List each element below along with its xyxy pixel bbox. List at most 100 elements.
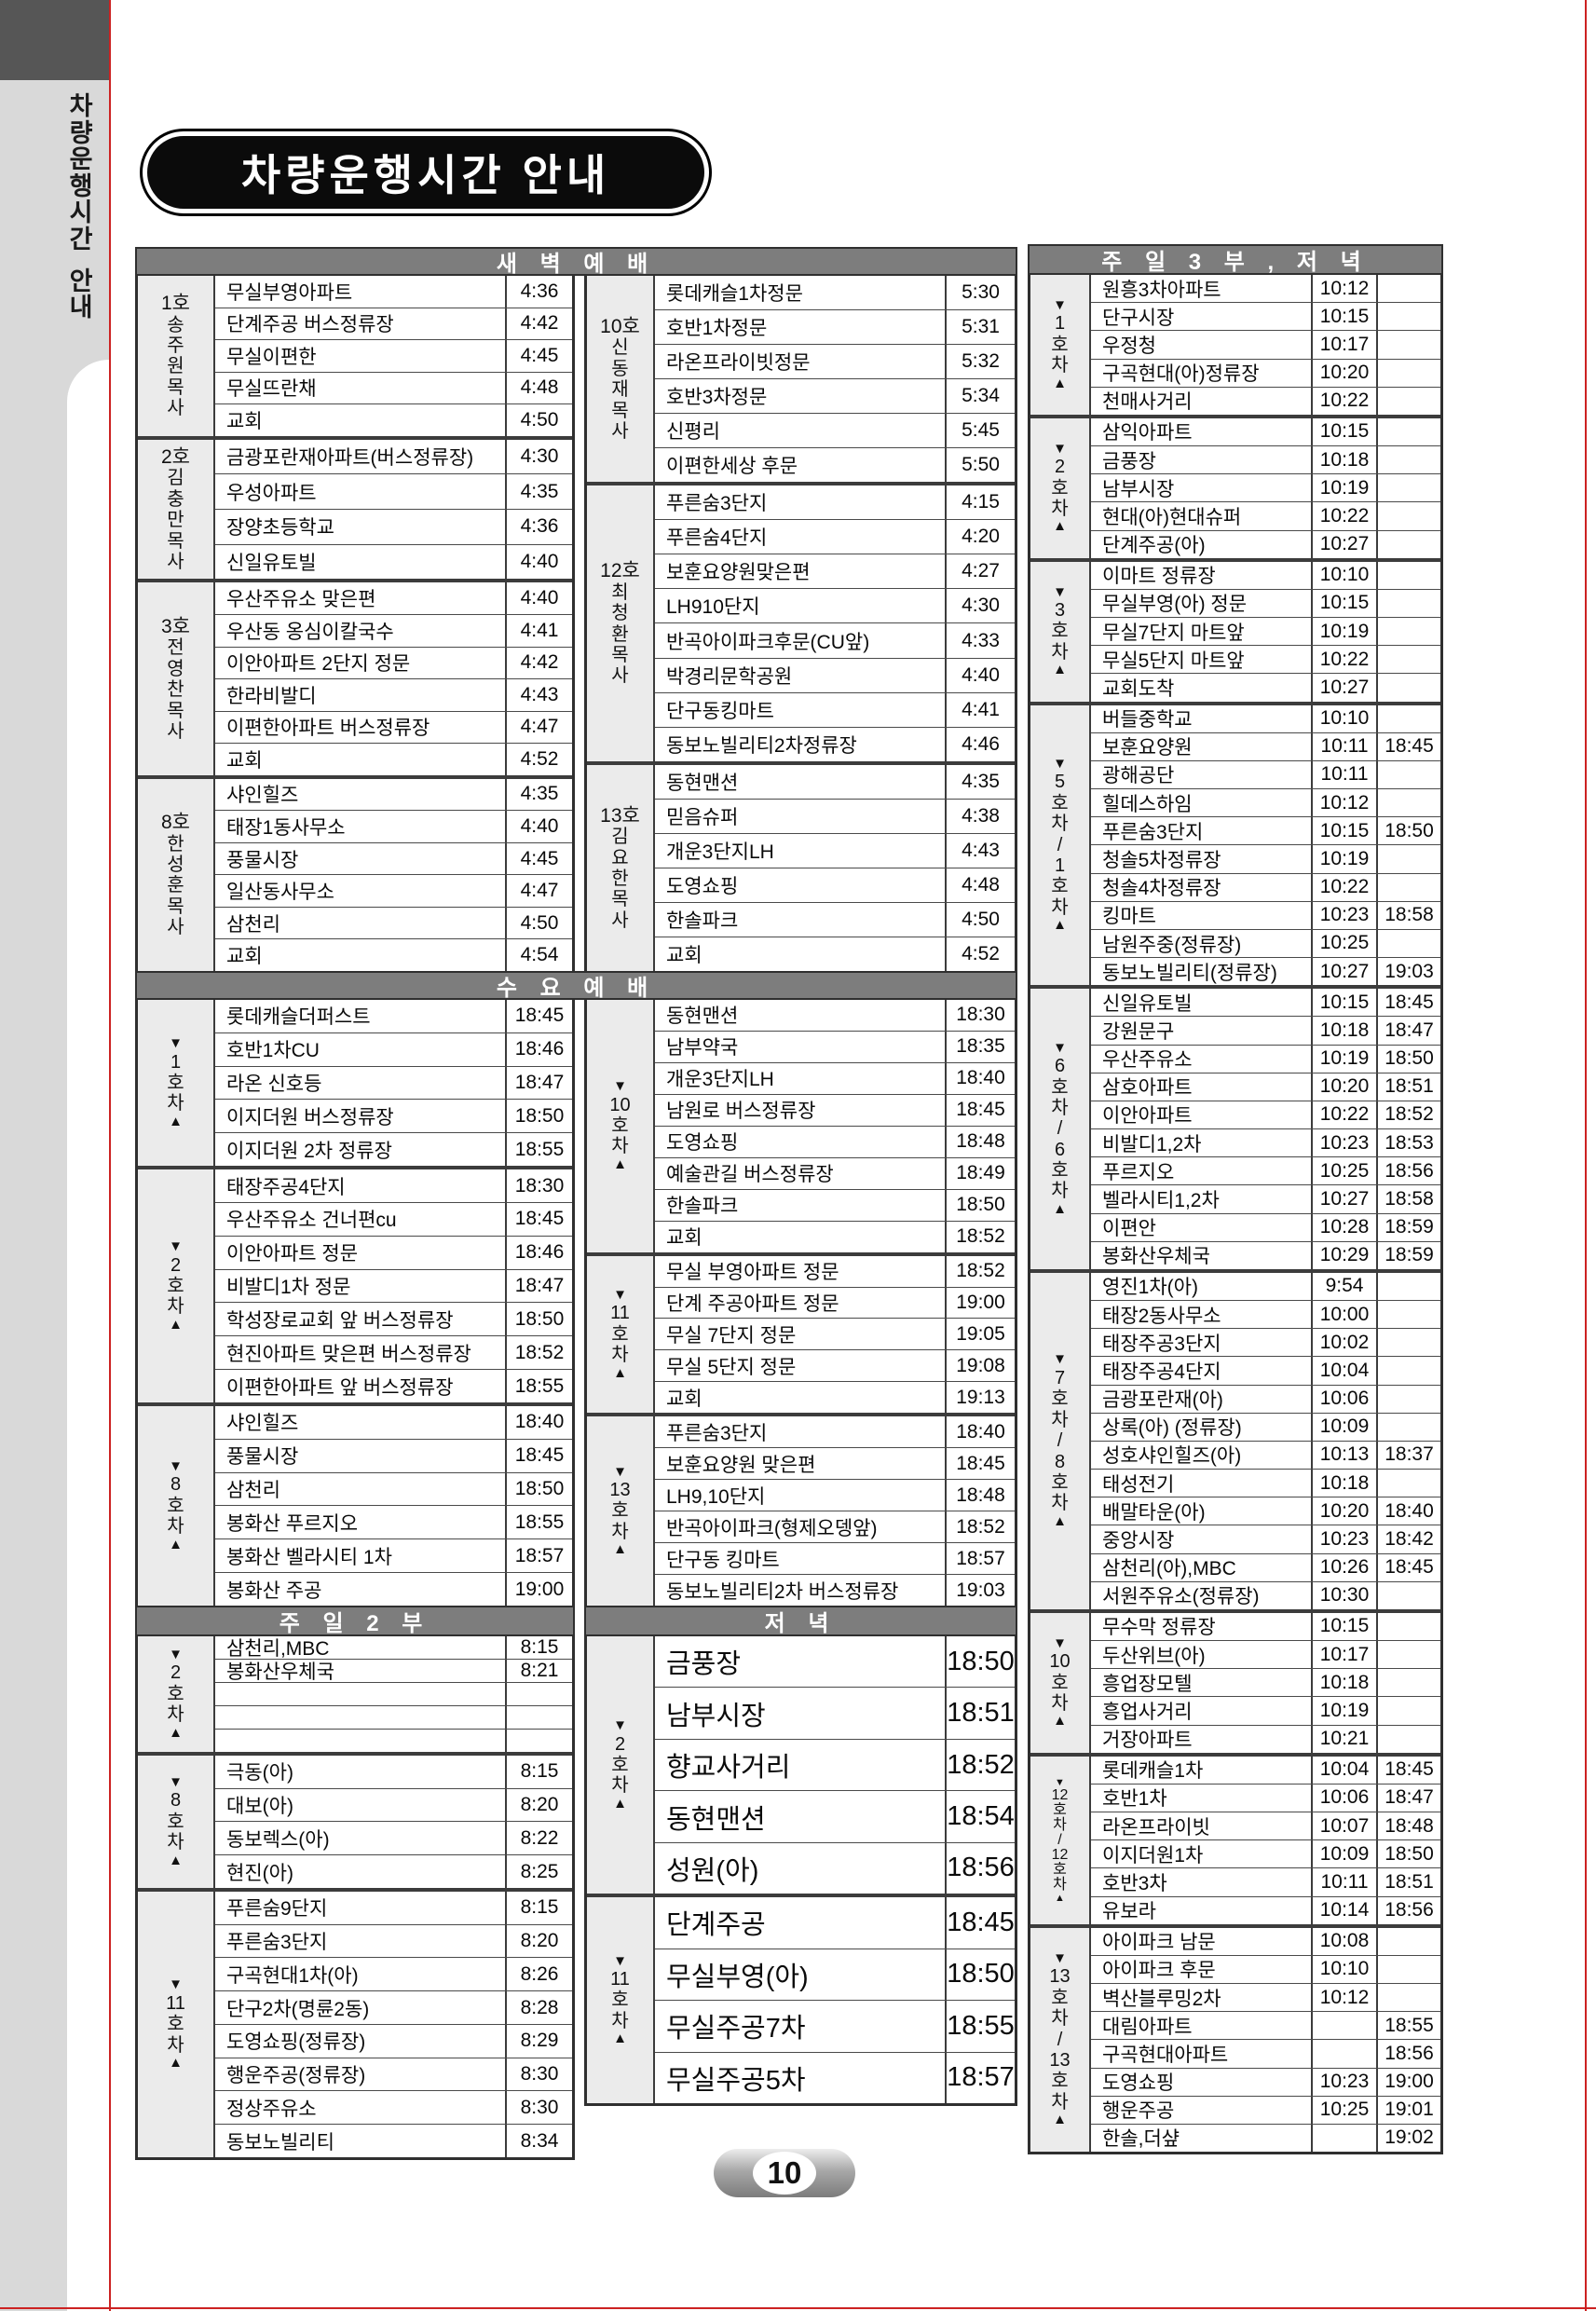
stop-name: 삼천리(아),MBC [1102, 1558, 1236, 1580]
route-label-char: 김 [611, 827, 629, 848]
route-group: ▼ 7 호 차/8 호 차 ▲ 영진1차(아) 9:54 태장2동사무소 10:00 태장주공3단지 1… [1030, 1268, 1440, 1609]
stop-time: 18:59 [1376, 1213, 1440, 1241]
stop-name: 무실7단지 마트앞 [1102, 622, 1245, 644]
stop-time [1376, 1612, 1440, 1640]
stop-rows: 삼익아파트 10:15 금풍장 10:18 남부시장 10:19 현대(아)현대슈퍼 10:2… [1091, 417, 1440, 558]
stop-name: 무실뜨란채 [226, 378, 317, 401]
stop-time: 18:50 [945, 1949, 1015, 2001]
stop-time: 18:55 [1376, 2012, 1440, 2040]
stop-row: 현대(아)현대슈퍼 10:22 [1091, 501, 1440, 530]
stop-row: 교회 18:52 [655, 1220, 1015, 1252]
stop-time: 18:30 [505, 1169, 572, 1202]
stop-time: 4:42 [505, 647, 572, 679]
middle-wednesday-section: ▼ 10 호 차 ▲ 동현맨션 18:30 남부약국 18:35 개운3단지LH 18:40 남원로 … [584, 1000, 1017, 1607]
stop-time: 4:52 [945, 937, 1015, 971]
stop-name: 무실 5단지 정문 [666, 1356, 797, 1378]
route-label-char: 청 [611, 603, 629, 624]
stop-time [1376, 704, 1440, 732]
stop-time: 18:57 [945, 2052, 1015, 2104]
stop-time [1376, 502, 1440, 530]
stop-row: 남부시장 18:51 [655, 1687, 1015, 1739]
stop-name: 샤인힐즈 [226, 785, 299, 807]
stop-row: 무실주공7차 18:55 [655, 2000, 1015, 2052]
stop-name: 푸른숨3단지 [666, 493, 768, 515]
route-label-char: 2 [614, 1733, 626, 1755]
route-group: ▼ 13 호 차/13 호 차 ▲ 아이파크 남문 10:08 아이파크 후문 10:10 벽산블루밍… [1030, 1923, 1440, 2153]
stop-name: 태장주공4단지 [226, 1176, 346, 1198]
stop-time [1376, 275, 1440, 303]
stop-time: 5:30 [945, 276, 1015, 310]
stop-name: 푸르지오 [1102, 1161, 1175, 1183]
stop-name: 동보노빌리티2차정류장 [666, 734, 857, 757]
route-label-char: 13 [609, 1480, 631, 1501]
route-group-label: 3호 전 영 찬 목 사 [138, 582, 215, 775]
stop-time: 18:45 [945, 1448, 1015, 1480]
stop-time: 10:10 [1311, 561, 1376, 589]
route-label-char: 요 [611, 847, 629, 868]
section-header-dawn: 새 벽 예 배 [135, 247, 1017, 277]
route-direction-arrow: ▲ [1053, 1713, 1067, 1730]
route-label-char: 차 [1051, 498, 1069, 519]
stop-row: 영진1차(아) 9:54 [1091, 1272, 1440, 1301]
route-label-char: 사 [611, 420, 629, 442]
trim-line-right [1585, 0, 1587, 2311]
stop-time: 18:52 [945, 1739, 1015, 1791]
stop-rows: 샤인힐즈 18:40 풍물시장 18:45 삼천리 18:50 봉화산 푸르지오 18:55 봉… [215, 1406, 572, 1606]
stop-name: 우산주유소 [1102, 1049, 1193, 1072]
route-label-char: 호 [167, 1811, 184, 1832]
stop-row: 흥업장모텔 10:18 [1091, 1668, 1440, 1697]
stop-name: 동현맨션 [666, 772, 739, 794]
stop-name: 아이파크 후문 [1102, 1960, 1216, 1982]
stop-name: 도영쇼핑 [666, 1132, 739, 1155]
stop-row: 정상주유소 8:30 [215, 2090, 572, 2125]
route-label-char: 재 [611, 379, 629, 401]
route-group: ▼ 2 호 차 ▲ 삼익아파트 10:15 금풍장 10:18 남부시장 10:19 현대(아)현대슈… [1030, 414, 1440, 558]
route-label-char: 호 [611, 1115, 629, 1137]
stop-time: 10:23 [1311, 2068, 1376, 2096]
stop-row: 이지더원1차 10:09 18:50 [1091, 1839, 1440, 1868]
stop-rows: 금광포란재아파트(버스정류장) 4:30 우성아파트 4:35 장양초등학교 4:36 신일… [215, 439, 572, 580]
stop-name: 천매사거리 [1102, 391, 1193, 414]
stop-row: 우산동 옹심이칼국수 4:41 [215, 613, 572, 647]
sidebar-title-char: 량 [69, 118, 93, 147]
route-label-char: 차 [1051, 2091, 1069, 2113]
stop-row: 라온프라이빗정문 5:32 [655, 344, 1015, 379]
route-label-char: 차 [1053, 1876, 1067, 1893]
stop-time: 10:22 [1311, 873, 1376, 901]
stop-time: 19:00 [1376, 2068, 1440, 2096]
route-label-char: 김 [167, 468, 184, 489]
route-direction-arrow: ▲ [169, 2055, 183, 2072]
stop-row: 샤인힐즈 18:40 [215, 1406, 572, 1439]
section-header-wednesday: 수 요 예 배 [135, 971, 1017, 1001]
route-label-char: 환 [611, 623, 629, 645]
stop-time: 10:22 [1311, 387, 1376, 415]
stop-time [1376, 1725, 1440, 1753]
stop-rows: 금풍장 18:50 남부시장 18:51 향교사거리 18:52 동현맨션 18:54 성원(아… [655, 1636, 1015, 1894]
stop-time: 10:26 [1311, 1553, 1376, 1581]
route-group: ▼ 2 호 차 ▲ 삼천리,MBC 8:15 봉화산우체국 8:21 [138, 1636, 572, 1752]
route-label-char: / [1057, 1430, 1063, 1452]
route-label-char: 호 [1051, 334, 1069, 355]
stop-time: 18:42 [1376, 1525, 1440, 1553]
stop-name: 이안아파트 [1102, 1105, 1193, 1128]
stop-name: 한솔,더샾 [1102, 2128, 1180, 2151]
stop-time: 18:55 [505, 1506, 572, 1539]
route-direction-arrow: ▲ [613, 1541, 627, 1558]
stop-name: 킹마트 [1102, 906, 1156, 928]
route-group: ▼ 8 호 차 ▲ 극동(아) 8:15 대보(아) 8:20 동보렉스(아) 8:22 현진(아) 8… [138, 1751, 572, 1888]
stop-name: 학성장로교회 앞 버스정류장 [226, 1309, 454, 1332]
stop-name: 도영쇼핑 [666, 875, 739, 897]
route-label-char: 3 [1054, 600, 1066, 622]
stop-time: 18:54 [945, 1791, 1015, 1842]
stop-name: 대림아파트 [1102, 2016, 1193, 2038]
stop-time: 4:48 [945, 868, 1015, 902]
route-direction-arrow: ▼ [169, 1457, 183, 1474]
stop-name: 보훈요양원 맞은편 [666, 1454, 816, 1476]
stop-row: 교회 4:52 [215, 743, 572, 775]
route-label-char: 목 [167, 700, 184, 721]
route-label-char: 7 [1054, 1367, 1066, 1388]
stop-time: 4:43 [945, 833, 1015, 868]
stop-rows: 이마트 정류장 10:10 무실부영(아) 정문 10:15 무실7단지 마트앞 10:1… [1091, 561, 1440, 702]
route-label-char: 목 [167, 530, 184, 552]
route-label-char: 11 [610, 1303, 630, 1324]
